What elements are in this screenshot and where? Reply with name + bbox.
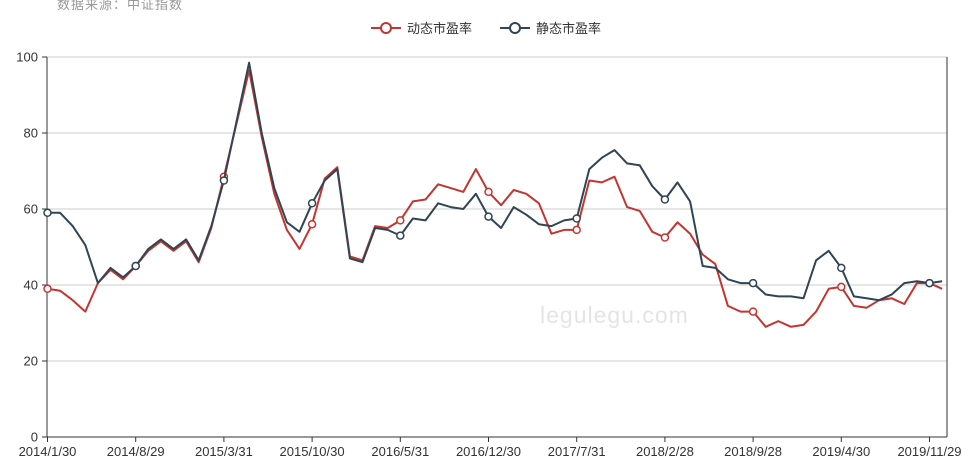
x-tick-label-6: 2017/7/31: [548, 444, 606, 459]
y-tick-label-0: 0: [31, 430, 38, 445]
series-marker-1-7: [131, 261, 140, 271]
series-marker-1-21: [307, 199, 317, 208]
series-marker-1-14: [219, 176, 229, 185]
legend-line-circle-icon-static: [500, 21, 530, 34]
x-tick-label-7: 2018/2/28: [636, 444, 694, 459]
series-marker-1-28: [396, 231, 405, 240]
series-marker-0-28: [396, 216, 405, 225]
series-marker-0-21: [307, 219, 317, 229]
series-marker-0-0: [43, 284, 52, 294]
data-source-note: 数据来源：中证指数: [57, 0, 184, 12]
legend-label-static-pe: 静态市盈率: [536, 21, 602, 36]
chart-legend: 动态市盈率 静态市盈率: [0, 18, 972, 37]
x-tick-label-0: 2014/1/30: [19, 444, 77, 459]
x-tick-label-4: 2016/5/31: [371, 444, 429, 459]
x-tick-label-2: 2015/3/31: [195, 444, 253, 459]
series-marker-1-56: [748, 278, 758, 288]
x-tick-label-1: 2014/8/29: [107, 444, 165, 459]
y-tick-label-80: 80: [24, 126, 38, 141]
series-line-0: [47, 69, 943, 328]
y-tick-label-100: 100: [16, 50, 38, 65]
series-marker-1-0: [43, 208, 52, 218]
x-tick-label-9: 2019/4/30: [812, 444, 870, 459]
legend-label-dynamic-pe: 动态市盈率: [406, 21, 472, 36]
series-marker-1-35: [484, 212, 493, 221]
legend-item-dynamic-pe[interactable]: 动态市盈率: [370, 18, 472, 37]
series-marker-0-49: [660, 233, 670, 242]
series-marker-0-35: [484, 187, 493, 197]
y-tick-label-20: 20: [24, 354, 38, 369]
legend-line-circle-icon-dynamic: [370, 21, 401, 34]
legend-item-static-pe[interactable]: 静态市盈率: [500, 18, 601, 37]
series-marker-0-63: [837, 282, 846, 292]
y-tick-label-60: 60: [24, 202, 38, 217]
series-marker-0-42: [572, 225, 581, 235]
series-marker-1-63: [837, 263, 846, 273]
series-marker-0-56: [748, 307, 758, 316]
series-marker-1-70: [925, 278, 934, 288]
x-tick-label-8: 2018/9/28: [724, 444, 782, 459]
series-line-1: [47, 61, 943, 302]
site-watermark: legulegu.com: [540, 302, 689, 328]
x-tick-label-3: 2015/10/30: [280, 444, 345, 459]
x-tick-label-5: 2016/12/30: [456, 444, 521, 459]
series-marker-1-49: [660, 195, 670, 204]
series-marker-1-42: [572, 214, 581, 223]
x-tick-label-10: 2019/11/29: [897, 444, 961, 459]
y-tick-label-40: 40: [24, 278, 38, 293]
